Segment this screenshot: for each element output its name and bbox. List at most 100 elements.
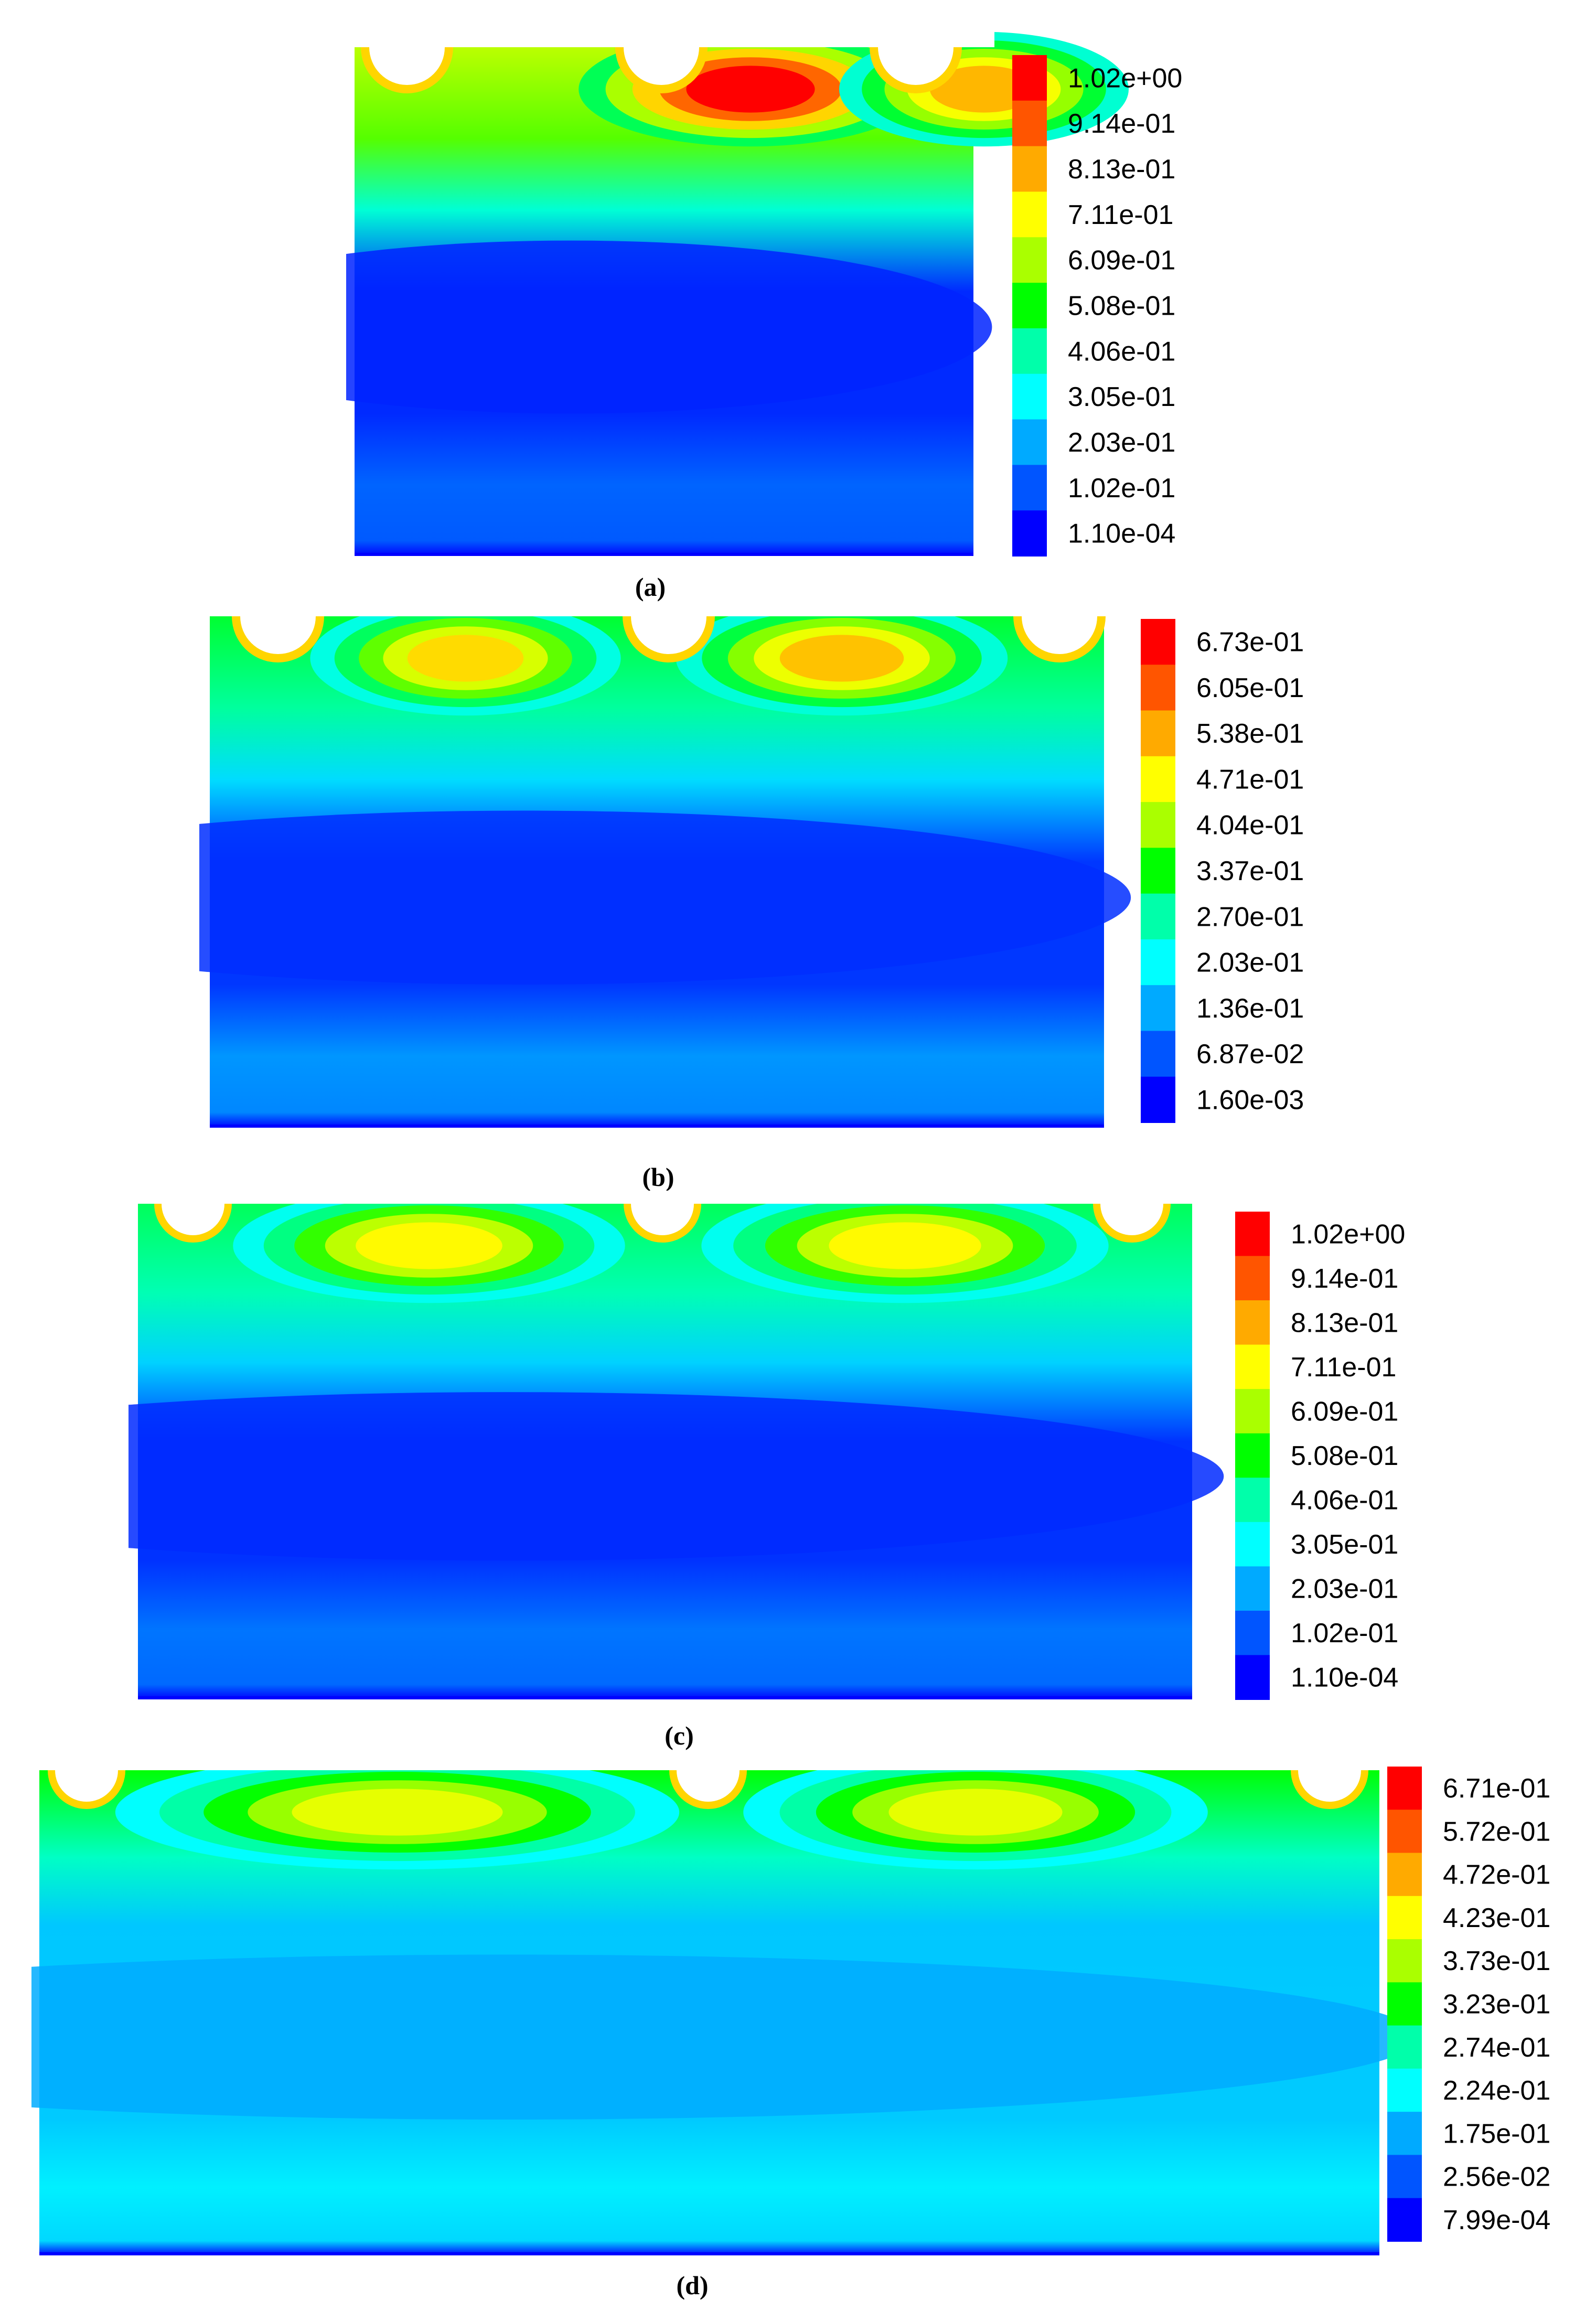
bottom-wall	[210, 1125, 1104, 1128]
colorbar-tick-label: 8.13e-01	[1291, 1308, 1398, 1338]
hot-zone-1-band-5	[407, 635, 524, 682]
contour-panel-c: 1.02e+00 9.14e-01 8.13e-01 7.11e-01 6.09e-01…	[128, 1191, 1405, 1700]
hot-zone-2-band-5	[829, 1222, 981, 1269]
bottom-wall	[138, 1696, 1192, 1699]
colorbar-tick-label: 1.02e-01	[1068, 473, 1175, 504]
colorbar-tick-label: 3.37e-01	[1196, 856, 1304, 886]
colorbar-tick-label: 2.56e-02	[1443, 2162, 1550, 2192]
colorbar-swatch	[1141, 985, 1175, 1032]
colorbar-tick-label: 4.72e-01	[1443, 1860, 1550, 1890]
colorbar-tick-label: 2.70e-01	[1196, 902, 1304, 932]
colorbar-tick-label: 6.73e-01	[1196, 627, 1304, 658]
colorbar-swatch	[1012, 237, 1047, 284]
colorbar-swatch	[1235, 1433, 1270, 1479]
colorbar-tick-label: 4.23e-01	[1443, 1903, 1550, 1933]
hot-zone-2-band-5	[888, 1789, 1063, 1836]
colorbar-swatch	[1235, 1655, 1270, 1700]
colorbar-swatch	[1141, 1076, 1175, 1123]
colorbar-swatch	[1141, 939, 1175, 986]
colorbar-swatch	[1012, 465, 1047, 511]
colorbar-tick-label: 1.10e-04	[1291, 1663, 1398, 1693]
colorbar-tick-label: 5.72e-01	[1443, 1816, 1550, 1847]
caption-a: (a)	[635, 572, 666, 602]
colorbar-tick-label: 6.05e-01	[1196, 673, 1304, 703]
colorbar-swatch	[1387, 1982, 1422, 2026]
colorbar-swatch	[1141, 848, 1175, 894]
colorbar-tick-label: 1.02e-01	[1291, 1618, 1398, 1649]
colorbar-tick-label: 1.02e+00	[1068, 63, 1182, 93]
contour-panel-d: 6.71e-01 5.72e-01 4.72e-01 4.23e-01 3.73e-01…	[31, 1752, 1550, 2255]
caption-d: (d)	[676, 2271, 709, 2300]
hot-zone-2-band-5	[929, 66, 1038, 113]
colorbar-swatch	[1012, 55, 1047, 101]
hot-zone-2-band-5	[779, 635, 904, 682]
colorbar-tick-label: 3.05e-01	[1291, 1529, 1398, 1560]
colorbar-swatch	[1012, 146, 1047, 192]
colorbar-swatch	[1012, 373, 1047, 420]
colorbar-swatch	[1235, 1212, 1270, 1257]
colorbar-tick-label: 5.08e-01	[1291, 1441, 1398, 1471]
colorbar-tick-label: 3.23e-01	[1443, 1989, 1550, 2020]
colorbar-swatch	[1387, 2112, 1422, 2156]
colorbar-tick-label: 2.03e-01	[1068, 427, 1175, 458]
colorbar-tick-label: 7.11e-01	[1291, 1352, 1396, 1383]
low-value-core	[346, 240, 992, 414]
colorbar-swatch	[1141, 893, 1175, 940]
colorbar-tick-label: 4.04e-01	[1196, 810, 1304, 841]
colorbar-swatch	[1387, 2198, 1422, 2242]
hot-zone-1-band-5	[356, 1222, 502, 1269]
colorbar-swatch	[1235, 1522, 1270, 1567]
bottom-wall	[39, 2252, 1379, 2255]
colorbar-swatch	[1235, 1566, 1270, 1611]
colorbar-swatch	[1012, 419, 1047, 466]
colorbar-swatch	[1012, 191, 1047, 238]
colorbar-tick-label: 2.74e-01	[1443, 2032, 1550, 2063]
colorbar-swatch	[1012, 510, 1047, 557]
colorbar-tick-label: 7.99e-04	[1443, 2205, 1550, 2235]
colorbar-swatch	[1387, 2068, 1422, 2113]
colorbar-tick-label: 4.06e-01	[1291, 1485, 1398, 1516]
colorbar-tick-label: 2.03e-01	[1291, 1574, 1398, 1604]
colorbar-swatch	[1387, 1767, 1422, 1811]
caption-c: (c)	[665, 1721, 694, 1750]
hot-zone-1-band-5	[292, 1789, 503, 1836]
colorbar-swatch	[1141, 1031, 1175, 1077]
colorbar-tick-label: 7.11e-01	[1068, 200, 1173, 230]
colorbar-swatch	[1141, 665, 1175, 711]
colorbar-tick-label: 6.71e-01	[1443, 1773, 1550, 1804]
colorbar-tick-label: 5.38e-01	[1196, 719, 1304, 749]
colorbar-swatch	[1235, 1256, 1270, 1301]
colorbar-swatch	[1387, 1939, 1422, 1983]
colorbar-tick-label: 3.05e-01	[1068, 382, 1175, 412]
colorbar-tick-label: 2.03e-01	[1196, 948, 1304, 978]
colorbar-swatch	[1387, 1853, 1422, 1897]
colorbar-swatch	[1235, 1478, 1270, 1523]
colorbar-swatch	[1141, 710, 1175, 757]
colorbar-tick-label: 1.60e-03	[1196, 1085, 1304, 1115]
colorbar-tick-label: 2.24e-01	[1443, 2075, 1550, 2106]
caption-b: (b)	[642, 1162, 674, 1192]
hot-zone-1-band-5	[686, 66, 815, 113]
colorbar-swatch	[1235, 1344, 1270, 1390]
colorbar-tick-label: 6.09e-01	[1068, 245, 1175, 276]
colorbar-swatch	[1387, 2155, 1422, 2199]
low-value-core	[199, 810, 1131, 985]
colorbar-tick-label: 5.08e-01	[1068, 291, 1175, 322]
colorbar-swatch	[1235, 1389, 1270, 1434]
colorbar-tick-label: 9.14e-01	[1068, 109, 1175, 139]
contour-panel-a: 1.02e+00 9.14e-01 8.13e-01 7.11e-01 6.09e-01…	[346, 31, 1182, 557]
colorbar-swatch	[1141, 802, 1175, 849]
colorbar-tick-label: 6.09e-01	[1291, 1396, 1398, 1427]
low-value-core	[31, 1954, 1420, 2120]
contour-panel-b: 6.73e-01 6.05e-01 5.38e-01 4.71e-01 4.04e-01…	[199, 603, 1304, 1128]
colorbar-tick-label: 4.71e-01	[1196, 764, 1304, 795]
colorbar-tick-label: 1.36e-01	[1196, 993, 1304, 1024]
colorbar-swatch	[1141, 619, 1175, 666]
colorbar-swatch	[1012, 283, 1047, 329]
colorbar-tick-label: 9.14e-01	[1291, 1264, 1398, 1294]
colorbar-tick-label: 8.13e-01	[1068, 154, 1175, 185]
colorbar-swatch	[1387, 1810, 1422, 1854]
bottom-wall	[355, 553, 973, 556]
colorbar-tick-label: 1.75e-01	[1443, 2118, 1550, 2149]
colorbar-tick-label: 4.06e-01	[1068, 336, 1175, 367]
